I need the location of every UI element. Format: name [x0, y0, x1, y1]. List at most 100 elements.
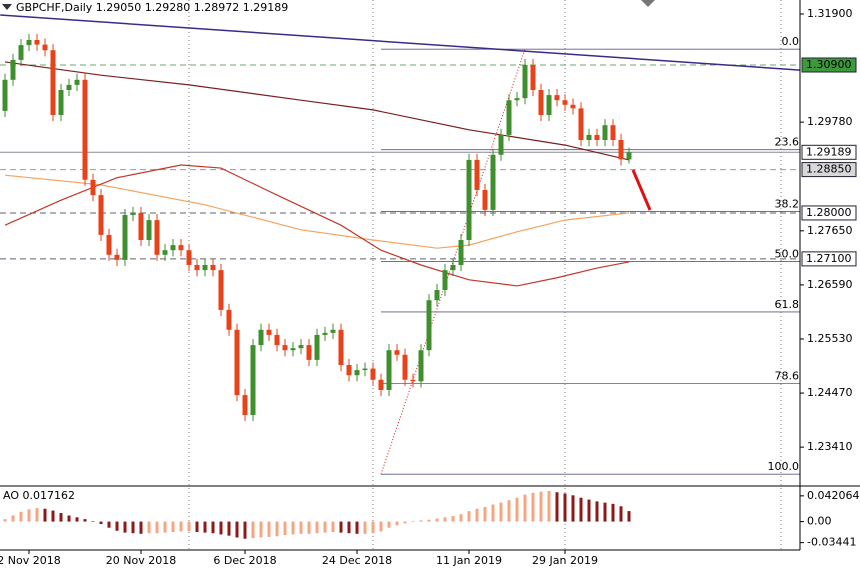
- candle-body: [586, 134, 592, 140]
- fib-label: 61.8: [775, 298, 800, 311]
- candle-body: [618, 140, 624, 160]
- fib-label: 0.0: [782, 35, 800, 48]
- candle-body: [314, 334, 320, 360]
- ao-bar: [171, 521, 175, 532]
- ao-bar: [35, 508, 39, 522]
- candle-body: [562, 100, 568, 105]
- fib-label: 100.0: [768, 460, 800, 473]
- candle-body: [218, 270, 224, 310]
- candle-body: [202, 265, 208, 271]
- y-tick-label: 1.26590: [807, 278, 853, 291]
- candle-body: [442, 270, 448, 290]
- ao-bar: [235, 521, 239, 538]
- candle-body: [210, 265, 216, 271]
- y-tick-label: 1.29780: [807, 115, 853, 128]
- fib-label: 78.6: [775, 369, 800, 382]
- indicator-title: AO 0.017162: [3, 489, 75, 502]
- ao-bar: [379, 521, 383, 532]
- candle-body: [338, 329, 344, 365]
- candle-body: [378, 379, 384, 390]
- ao-bar: [19, 511, 23, 522]
- ao-bar: [387, 521, 391, 528]
- candle-body: [106, 234, 112, 255]
- candle-body: [90, 179, 96, 196]
- candle-body: [50, 50, 56, 115]
- price-level-box: [801, 205, 857, 221]
- ao-bar: [123, 521, 127, 533]
- ao-bar: [115, 521, 119, 531]
- ao-bar: [355, 521, 359, 534]
- candle-body: [322, 332, 328, 335]
- ao-bar: [363, 521, 367, 534]
- ao-bar: [67, 515, 71, 522]
- candle-body: [250, 345, 256, 415]
- shift-marker: [641, 0, 655, 7]
- candle-body: [178, 245, 184, 251]
- candle-body: [34, 40, 40, 45]
- ao-bar: [259, 521, 263, 538]
- candle-body: [538, 90, 544, 115]
- x-tick-label: 11 Jan 2019: [436, 554, 502, 567]
- candle-body: [234, 329, 240, 396]
- price-level-label: 1.28850: [806, 163, 852, 176]
- ao-bar: [395, 521, 399, 526]
- ao-bar: [163, 521, 167, 533]
- fib-label: 23.6: [775, 136, 800, 149]
- candle-body: [410, 379, 416, 382]
- moving-average: [4, 174, 630, 249]
- ao-bar: [75, 517, 79, 522]
- ao-bar: [435, 518, 439, 522]
- ao-bar: [243, 521, 247, 539]
- candle-body: [330, 329, 336, 333]
- ao-bar: [155, 521, 159, 534]
- ao-bar: [443, 517, 447, 522]
- y-tick-label: -0.03441: [807, 536, 856, 549]
- ao-bar: [211, 521, 215, 534]
- candle-body: [386, 350, 392, 390]
- ao-bar: [203, 521, 207, 533]
- candle-body: [530, 65, 536, 90]
- candle-body: [498, 134, 504, 155]
- y-tick-label: 1.24470: [807, 386, 853, 399]
- ao-bar: [539, 491, 543, 522]
- candle-body: [450, 265, 456, 271]
- ao-bar: [99, 521, 103, 525]
- candle-body: [306, 345, 312, 360]
- candle-body: [594, 134, 600, 140]
- y-tick-label: 1.25530: [807, 332, 853, 345]
- ao-bar: [627, 511, 631, 522]
- ao-bar: [227, 521, 231, 536]
- y-tick-label: 1.27650: [807, 224, 853, 237]
- candle-body: [74, 79, 80, 85]
- ao-bar: [131, 521, 135, 534]
- menu-triangle: [2, 4, 12, 10]
- candle-body: [626, 152, 632, 160]
- price-level-label: 1.30900: [806, 58, 852, 71]
- candle-body: [114, 254, 120, 260]
- ao-bar: [331, 521, 335, 532]
- ao-bar: [59, 513, 63, 522]
- x-tick-label: 2 Nov 2018: [0, 554, 61, 567]
- ao-bar: [419, 520, 423, 522]
- arrow-annotation: [631, 169, 652, 211]
- candle-body: [546, 95, 552, 115]
- y-tick-label: 1.31900: [807, 7, 853, 20]
- candle-body: [242, 395, 248, 415]
- ao-bar: [531, 492, 535, 522]
- ao-bar: [459, 514, 463, 522]
- candle-body: [418, 350, 424, 382]
- ao-bar: [491, 504, 495, 522]
- trendline: [0, 14, 801, 71]
- candle-body: [162, 250, 168, 255]
- ao-bar: [291, 521, 295, 535]
- ao-bar: [611, 503, 615, 522]
- price-level-box: [801, 57, 857, 73]
- y-tick-label: 0.042064: [807, 489, 860, 502]
- ao-bar: [3, 519, 7, 522]
- ao-bar: [475, 508, 479, 522]
- ao-bar: [427, 519, 431, 522]
- price-level-label: 1.28000: [806, 206, 852, 219]
- ao-bar: [515, 497, 519, 522]
- candle-body: [58, 90, 64, 115]
